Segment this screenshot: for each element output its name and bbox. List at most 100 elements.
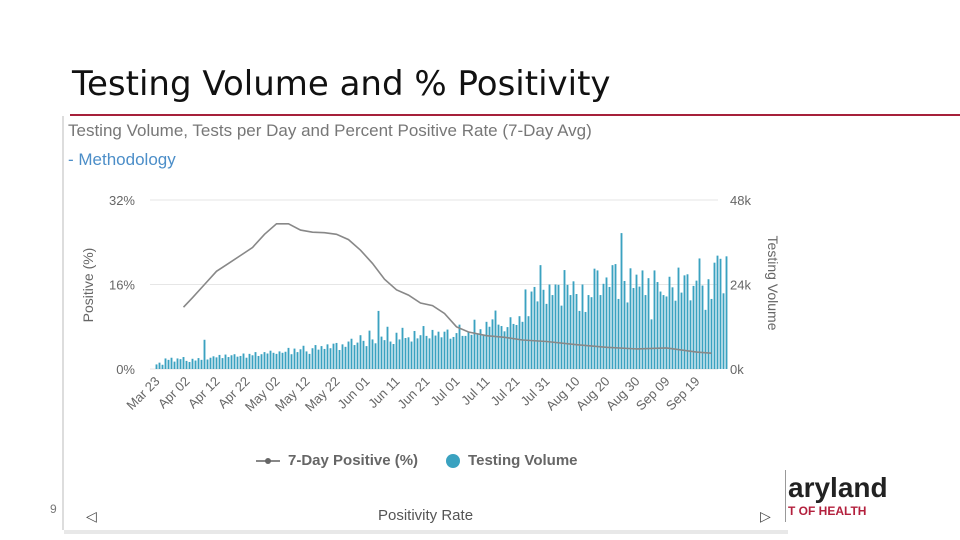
volume-bar (650, 319, 653, 369)
volume-bar (173, 361, 176, 369)
volume-bar (419, 335, 422, 369)
volume-bar (407, 337, 410, 369)
volume-bar (356, 342, 359, 369)
panel-edge (62, 116, 64, 530)
volume-bar (341, 344, 344, 369)
volume-bar (548, 284, 551, 369)
volume-bar (644, 295, 647, 369)
volume-bar (167, 359, 170, 369)
y-tick-left: 32% (109, 193, 135, 208)
slide-title: Testing Volume and % Positivity (72, 64, 611, 104)
volume-bar (560, 305, 563, 370)
volume-bar (392, 344, 395, 369)
volume-bar (668, 276, 671, 369)
volume-bar (386, 326, 389, 369)
x-tick-label: Jul 01 (427, 374, 462, 409)
volume-bar (623, 280, 626, 369)
volume-bar (320, 346, 323, 369)
volume-bar (494, 310, 497, 369)
volume-bar (209, 357, 212, 369)
volume-bar (374, 343, 377, 369)
tab-positivity-rate[interactable]: Positivity Rate (378, 507, 474, 524)
volume-bar (191, 358, 194, 369)
volume-bar (647, 278, 650, 369)
volume-bar (383, 340, 386, 369)
volume-bar (683, 275, 686, 369)
volume-bar (410, 341, 413, 369)
volume-bar (515, 324, 518, 369)
volume-bar (275, 353, 278, 369)
legend-item-positive[interactable]: 7-Day Positive (%) (256, 452, 418, 469)
logo-divider (785, 470, 786, 522)
volume-bar (431, 329, 434, 369)
volume-bar (452, 336, 455, 369)
slide-number: 9 (50, 502, 57, 516)
volume-bar (236, 356, 239, 369)
volume-bar (398, 339, 401, 369)
volume-bar (206, 359, 209, 369)
volume-bar (497, 324, 500, 369)
volume-bar (287, 347, 290, 370)
volume-bar (413, 330, 416, 369)
volume-bar (179, 359, 182, 369)
legend-label-volume: Testing Volume (468, 452, 578, 469)
volume-bar (518, 316, 521, 369)
volume-bar (665, 296, 668, 369)
volume-bar (212, 356, 215, 369)
positivity-line (182, 223, 712, 354)
volume-bar (590, 297, 593, 369)
volume-bar (584, 311, 587, 369)
volume-bar (158, 362, 161, 369)
volume-bar (197, 358, 200, 369)
x-tick-label: Jun 01 (334, 374, 372, 412)
legend-label-positive: 7-Day Positive (%) (288, 452, 419, 469)
volume-bar (506, 327, 509, 369)
volume-bar (581, 284, 584, 369)
volume-bar (509, 317, 512, 369)
y-tick-left: 16% (109, 278, 135, 293)
volume-bar (653, 270, 656, 369)
volume-bar (347, 341, 350, 369)
legend-item-volume[interactable]: Testing Volume (446, 452, 578, 469)
volume-bar (314, 345, 317, 369)
volume-bar (245, 357, 248, 369)
volume-bar (692, 285, 695, 369)
volume-bar (215, 357, 218, 369)
volume-bar (194, 360, 197, 369)
volume-bar (155, 364, 158, 369)
volume-bar (446, 329, 449, 369)
volume-bar (572, 281, 575, 369)
volume-bar (170, 357, 173, 369)
volume-bar (530, 291, 533, 369)
volume-bar (443, 331, 446, 369)
volume-bar (230, 355, 233, 369)
y-tick-right: 0k (730, 362, 744, 377)
volume-bar (503, 331, 506, 369)
volume-bar (248, 353, 251, 369)
volume-bar (272, 352, 275, 369)
volume-bar (488, 326, 491, 369)
volume-bar (284, 351, 287, 369)
volume-bar (371, 339, 374, 369)
volume-bar (557, 284, 560, 369)
volume-bar (566, 284, 569, 369)
volume-bar (713, 262, 716, 369)
volume-bar (527, 316, 530, 369)
volume-bar (638, 286, 641, 369)
next-tab-icon[interactable]: ▷ (760, 508, 771, 524)
volume-bar (338, 349, 341, 369)
x-tick-label: Jul 21 (487, 374, 522, 409)
prev-tab-icon[interactable]: ◁ (86, 508, 97, 524)
volume-bar (182, 357, 185, 369)
volume-bar (221, 358, 224, 369)
volume-bar (254, 352, 257, 369)
volume-bar (617, 298, 620, 369)
volume-bar (680, 292, 683, 369)
volume-bar (491, 319, 494, 369)
volume-bar (257, 355, 260, 369)
methodology-link[interactable]: - Methodology (68, 150, 176, 169)
x-tick-label: Mar 23 (123, 374, 162, 413)
volume-bar (251, 355, 254, 369)
volume-bar (614, 264, 617, 369)
